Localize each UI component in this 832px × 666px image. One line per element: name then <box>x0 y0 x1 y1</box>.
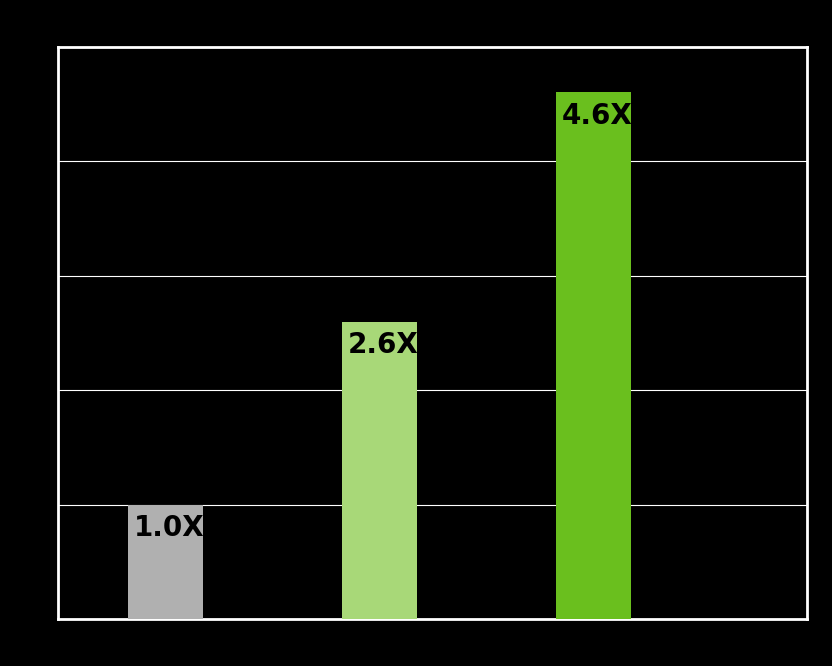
Text: 1.0X: 1.0X <box>134 514 205 542</box>
Bar <box>556 93 631 619</box>
Text: 4.6X: 4.6X <box>562 102 633 130</box>
Bar <box>342 322 417 619</box>
Bar <box>128 505 203 619</box>
Text: 2.6X: 2.6X <box>348 331 418 359</box>
